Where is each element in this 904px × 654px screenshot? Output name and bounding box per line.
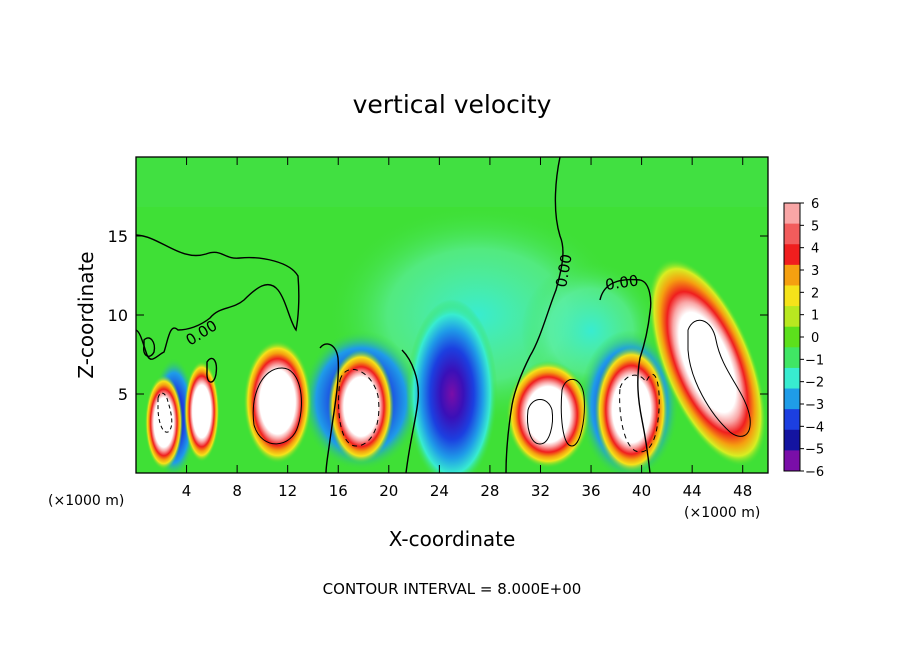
colorbar-swatch — [784, 409, 800, 431]
x-tick-label: 16 — [329, 482, 348, 500]
colorbar-tick-label: 6 — [811, 197, 819, 212]
updraft-cell — [184, 360, 220, 462]
y-axis-label: Z-coordinate — [74, 251, 98, 378]
updraft-cell — [328, 349, 394, 464]
zero-contour-right — [599, 278, 652, 473]
updraft-cell — [144, 375, 183, 470]
colorbar-tick-label: −3 — [805, 398, 824, 413]
y-tick-label: 15 — [108, 227, 128, 246]
colorbar-tick-label: 4 — [811, 242, 819, 257]
colorbar-tick-label: 1 — [811, 309, 819, 324]
colorbar-tick-label: −6 — [805, 465, 824, 480]
zero-contour-small-2 — [142, 337, 156, 357]
chart-title: vertical velocity — [353, 90, 552, 119]
x-tick-label: 12 — [278, 482, 297, 500]
colorbar-swatch — [784, 450, 800, 472]
plot-area: 0.00 0.00 0.00 — [136, 157, 768, 473]
colorbar-tick-label: −2 — [805, 376, 824, 391]
x-axis-label: X-coordinate — [389, 527, 516, 551]
colorbar-tick-label: −5 — [805, 443, 824, 458]
zero-contour-mid — [505, 157, 564, 473]
x-tick-label: 28 — [480, 482, 499, 500]
y-tick-label: 5 — [118, 385, 128, 404]
updraft-cell — [648, 258, 767, 467]
zero-contour-pair-b — [401, 349, 419, 473]
x-tick-label: 48 — [733, 482, 752, 500]
colorbar-tick-label: 5 — [811, 219, 819, 234]
zero-contour-small-1 — [206, 357, 218, 383]
colorbar-swatch — [784, 264, 800, 286]
inner-contour-39 — [619, 374, 660, 453]
colorbar: 6 5 4 3 2 1 0 −1 −2 −3 −4 −5 −6 — [783, 197, 824, 480]
inner-contour-34 — [560, 379, 585, 447]
x-tick-label: 36 — [581, 482, 600, 500]
contour-label: 0.00 — [604, 271, 640, 293]
contour-label: 0.00 — [552, 253, 576, 289]
inner-contour-2 — [157, 392, 173, 433]
contour-interval-note: CONTOUR INTERVAL = 8.000E+00 — [323, 580, 582, 598]
colorbar-swatch — [784, 285, 800, 307]
colorbar-tick-label: 3 — [811, 264, 819, 279]
x-unit-left: (×1000 m) — [48, 493, 124, 509]
upper-band — [136, 157, 768, 207]
colorbar-swatch — [784, 326, 800, 348]
x-tick-label: 24 — [430, 482, 449, 500]
colorbar-tick-label: −4 — [805, 420, 824, 435]
colorbar-swatch — [784, 244, 800, 266]
velocity-field — [144, 205, 767, 473]
colorbar-swatch — [784, 429, 800, 451]
x-tick-label: 44 — [683, 482, 702, 500]
downdraft-cell — [406, 299, 498, 473]
x-tick-label: 40 — [632, 482, 651, 500]
zero-contour-pair-a — [319, 343, 340, 473]
updraft-cell — [594, 346, 669, 473]
x-tick-label: 32 — [531, 482, 550, 500]
colorbar-swatch — [784, 223, 800, 245]
colorbar-tick-label: −1 — [805, 353, 824, 368]
colorbar-tick-label: 2 — [811, 286, 819, 301]
x-tick-label: 8 — [232, 482, 242, 500]
zero-contour-left — [136, 234, 300, 360]
y-tick-label: 10 — [108, 306, 128, 325]
updraft-cell — [506, 360, 590, 469]
x-unit-right: (×1000 m) — [684, 505, 760, 521]
inner-contour-12 — [252, 367, 302, 445]
colorbar-swatch — [784, 347, 800, 369]
inner-contour-45 — [687, 319, 751, 437]
colorbar-swatch — [784, 367, 800, 390]
colorbar-swatch — [784, 203, 800, 225]
x-tick-label: 4 — [182, 482, 192, 500]
colorbar-swatch — [784, 388, 800, 410]
zero-contours — [136, 157, 652, 473]
colorbar-tick-label: 0 — [811, 331, 819, 346]
x-tick-label: 20 — [379, 482, 398, 500]
inner-contour-33 — [527, 399, 553, 445]
inner-contours — [157, 319, 751, 453]
colorbar-swatch — [784, 306, 800, 328]
